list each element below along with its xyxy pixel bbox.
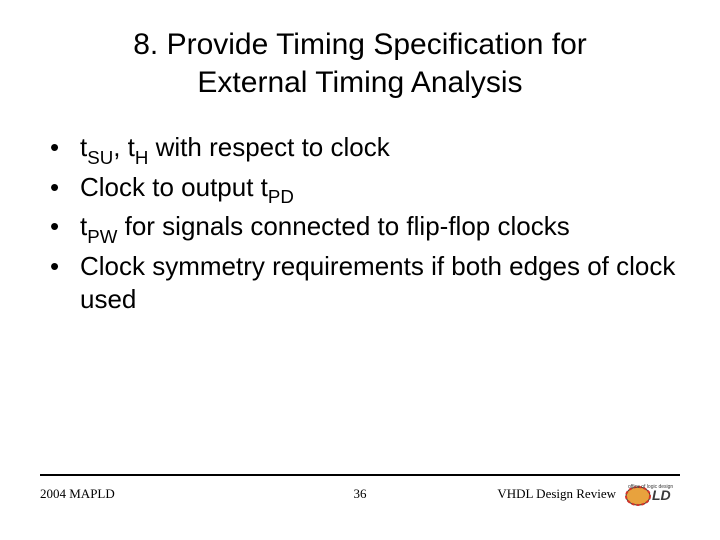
list-item: tSU, tH with respect to clock (50, 131, 680, 169)
footer-divider (40, 474, 680, 476)
footer-right: VHDL Design Review LD office of logic de… (467, 480, 680, 508)
list-item: Clock symmetry requirements if both edge… (50, 250, 680, 318)
bullet-list: tSU, tH with respect to clock Clock to o… (40, 131, 680, 319)
slide: 8. Provide Timing Specification for Exte… (0, 0, 720, 540)
footer-right-text: VHDL Design Review (497, 486, 616, 502)
footer: 2004 MAPLD 36 VHDL Design Review LD offi… (40, 474, 680, 514)
subscript: PW (87, 226, 117, 247)
title-line-2: External Timing Analysis (197, 66, 522, 99)
slide-title: 8. Provide Timing Specification for Exte… (40, 26, 680, 101)
list-item: tPW for signals connected to flip-flop c… (50, 210, 680, 248)
bullet-text: for signals connected to flip-flop clock… (117, 211, 569, 241)
logo-icon: LD office of logic design (624, 480, 680, 508)
bullet-text: with respect to clock (148, 132, 389, 162)
title-line-1: 8. Provide Timing Specification for (133, 28, 587, 61)
footer-center: 36 (253, 486, 466, 502)
bullet-text: , t (113, 132, 135, 162)
bullet-text: Clock to output t (80, 172, 268, 202)
subscript: H (135, 147, 149, 168)
footer-left: 2004 MAPLD (40, 486, 253, 502)
subscript: SU (87, 147, 113, 168)
svg-text:office of logic design: office of logic design (628, 484, 673, 490)
subscript: PD (268, 186, 294, 207)
bullet-text: Clock symmetry requirements if both edge… (80, 251, 675, 315)
footer-row: 2004 MAPLD 36 VHDL Design Review LD offi… (40, 480, 680, 508)
list-item: Clock to output tPD (50, 171, 680, 209)
